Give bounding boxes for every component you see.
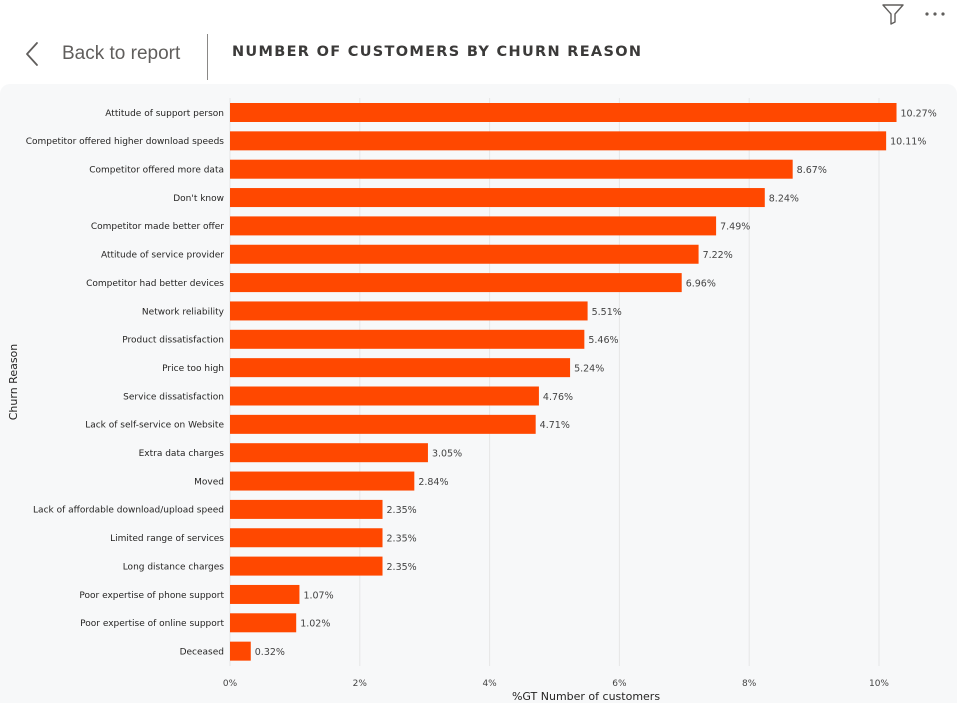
bar[interactable] <box>230 386 539 406</box>
back-to-report-label: Back to report <box>62 43 181 64</box>
category-label: Attitude of service provider <box>101 251 224 261</box>
bar[interactable] <box>230 358 571 378</box>
bar-chart: Attitude of support person Competitor off… <box>7 98 937 703</box>
bar[interactable] <box>230 613 297 633</box>
category-label: Extra data charges <box>139 449 225 459</box>
filter-icon[interactable] <box>879 0 907 28</box>
bar[interactable] <box>230 273 682 293</box>
more-options-icon[interactable] <box>921 0 949 28</box>
data-labels: 10.27% 10.11% 8.67% 8.24% 7.49% 7.22% 6.96% 5.5… <box>255 108 937 658</box>
category-label: Price too high <box>162 364 224 374</box>
bar[interactable] <box>230 131 887 151</box>
data-label: 5.24% <box>574 363 604 374</box>
x-axis-title: %GT Number of customers <box>512 690 660 703</box>
bar[interactable] <box>230 244 699 264</box>
data-label: 4.71% <box>540 420 570 431</box>
data-label: 8.67% <box>797 165 827 176</box>
bar[interactable] <box>230 528 383 548</box>
data-label: 10.27% <box>901 108 937 119</box>
y-axis-title: Churn Reason <box>7 344 20 421</box>
focus-mode-header: Back to report NUMBER OF CUSTOMERS BY CH… <box>0 28 957 82</box>
category-label: Competitor made better offer <box>91 222 224 232</box>
category-label: Network reliability <box>142 307 225 317</box>
bar[interactable] <box>230 471 415 491</box>
category-label: Competitor offered more data <box>89 166 224 176</box>
back-to-report-button[interactable]: Back to report <box>22 38 180 70</box>
category-label: Lack of affordable download/upload speed <box>33 506 224 516</box>
bar[interactable] <box>230 103 897 122</box>
data-label: 1.07% <box>303 590 333 601</box>
x-tick-label: 6% <box>612 679 627 689</box>
bar[interactable] <box>230 159 793 179</box>
category-label: Product dissatisfaction <box>122 336 224 346</box>
category-label: Poor expertise of online support <box>80 619 224 629</box>
data-label: 7.49% <box>720 222 750 233</box>
category-labels: Attitude of support person Competitor off… <box>26 109 225 658</box>
x-tick-label: 0% <box>223 679 238 689</box>
category-label: Don't know <box>173 194 224 204</box>
category-label: Poor expertise of phone support <box>79 591 224 601</box>
data-label: 5.46% <box>588 335 618 346</box>
data-label: 2.35% <box>387 505 417 516</box>
chevron-left-icon <box>22 38 42 70</box>
data-label: 6.96% <box>686 278 716 289</box>
bar[interactable] <box>230 584 300 604</box>
x-tick-label: 8% <box>742 679 757 689</box>
bar[interactable] <box>230 301 588 321</box>
category-label: Moved <box>194 477 224 487</box>
category-label: Competitor offered higher download speed… <box>26 137 225 147</box>
bars <box>230 103 897 661</box>
x-tick-label: 4% <box>482 679 497 689</box>
category-label: Competitor had better devices <box>86 279 224 289</box>
bar[interactable] <box>230 443 428 463</box>
data-label: 3.05% <box>432 449 462 460</box>
data-label: 10.11% <box>890 137 926 148</box>
data-label: 2.35% <box>387 534 417 545</box>
data-label: 1.02% <box>300 619 330 630</box>
data-label: 0.32% <box>255 647 285 658</box>
bar[interactable] <box>230 216 717 236</box>
data-label: 2.35% <box>387 562 417 573</box>
category-label: Service dissatisfaction <box>123 392 224 402</box>
data-label: 5.51% <box>592 307 622 318</box>
gridlines <box>229 98 880 666</box>
category-label: Attitude of support person <box>105 109 224 119</box>
bar[interactable] <box>230 188 765 208</box>
bar[interactable] <box>230 641 251 661</box>
data-label: 4.76% <box>543 392 573 403</box>
category-label: Limited range of services <box>110 534 224 544</box>
x-tick-label: 10% <box>869 679 889 689</box>
page-title: NUMBER OF CUSTOMERS BY CHURN REASON <box>232 44 643 60</box>
header-divider <box>207 34 208 80</box>
data-label: 8.24% <box>769 193 799 204</box>
x-axis-ticks: 0% 2% 4% 6% 8% 10% <box>223 679 890 689</box>
visual-header-icons <box>879 0 949 28</box>
category-label: Long distance charges <box>123 562 225 572</box>
bar[interactable] <box>230 556 383 576</box>
bar[interactable] <box>230 499 383 519</box>
bar[interactable] <box>230 329 585 349</box>
bar[interactable] <box>230 414 536 434</box>
x-tick-label: 2% <box>353 679 368 689</box>
data-label: 7.22% <box>703 250 733 261</box>
category-label: Lack of self-service on Website <box>85 421 224 431</box>
category-label: Deceased <box>180 647 224 657</box>
data-label: 2.84% <box>418 477 448 488</box>
